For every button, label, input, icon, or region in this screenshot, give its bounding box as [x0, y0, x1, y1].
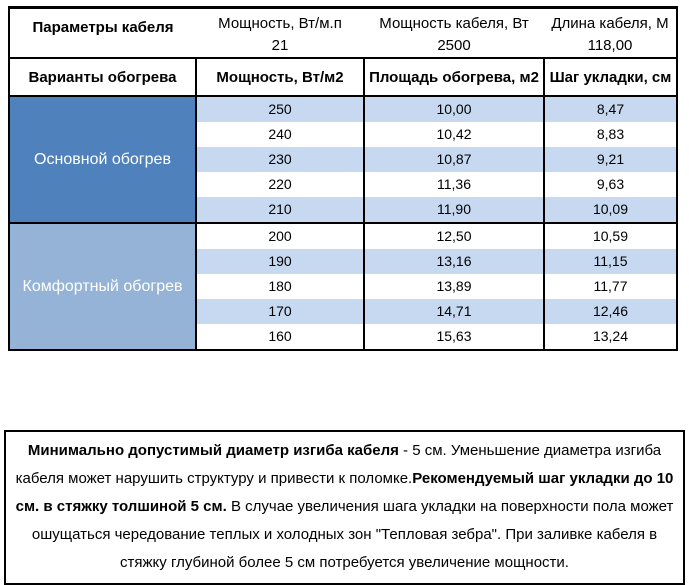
table-cell: 10,42 [363, 122, 545, 147]
table-row: 230 10,87 9,21 [9, 147, 678, 172]
heating-table-body: Основной обогрев 250 10,00 8,47 240 10,42 8,83… [8, 95, 678, 351]
column-header-variants: Варианты обогрева [8, 57, 197, 97]
table-cell: 9,63 [543, 172, 678, 197]
table-row: 210 11,90 10,09 [9, 197, 678, 223]
section-label: Комфортный обогрев [8, 222, 197, 351]
table-row: 240 10,42 8,83 [9, 122, 678, 147]
table-cell: 180 [195, 274, 365, 299]
table-cell: 13,24 [543, 324, 678, 350]
table-row: 180 13,89 11,77 [9, 274, 678, 299]
table-cell: 210 [195, 197, 365, 223]
table-cell: 190 [195, 249, 365, 274]
table-cell: 220 [195, 172, 365, 197]
table-cell: 13,89 [363, 274, 545, 299]
table-cell: 10,59 [543, 222, 678, 249]
table-cell: 160 [195, 324, 365, 350]
table-cell: 8,47 [543, 96, 678, 122]
table-cell: 12,50 [363, 222, 545, 249]
table-cell: 10,00 [363, 96, 545, 122]
param-label: Длина кабеля, М [551, 15, 669, 32]
table-row: 160 15,63 13,24 [9, 324, 678, 350]
table-row: Комфортный обогрев 200 12,50 10,59 [8, 222, 678, 351]
table-cell: 230 [195, 147, 365, 172]
table-cell: 11,15 [543, 249, 678, 274]
param-cable-length: Длина кабеля, М 118,00 [544, 7, 677, 59]
table-row: 170 14,71 12,46 [9, 299, 678, 324]
table-cell: 9,21 [543, 147, 678, 172]
note-segment: - 5 см. Уменьшение диаметра изгиба кабел… [15, 442, 662, 487]
table-cell: 11,90 [363, 197, 545, 223]
table-cell: 14,71 [363, 299, 545, 324]
table-cell: 8,83 [543, 122, 678, 147]
table-cell: 240 [195, 122, 365, 147]
table-cell: 200 [195, 222, 365, 249]
param-power-per-meter: Мощность, Вт/м.п 21 [196, 7, 364, 59]
column-header-area: Площадь обогрева, м2 [363, 57, 545, 97]
note-text: Минимально допустимый диаметр изгиба каб… [4, 430, 685, 585]
cable-params-title: Параметры кабеля [9, 7, 196, 59]
table-cell: 11,36 [363, 172, 545, 197]
table-row: 190 13,16 11,15 [9, 249, 678, 274]
column-header-power: Мощность, Вт/м2 [195, 57, 365, 97]
param-label: Мощность кабеля, Вт [379, 15, 529, 32]
cable-params-row: Параметры кабеля Мощность, Вт/м.п 21 Мощ… [9, 7, 677, 59]
table-cell: 13,16 [363, 249, 545, 274]
table-row: 220 11,36 9,63 [9, 172, 678, 197]
table-cell: 170 [195, 299, 365, 324]
table-cell: 11,77 [543, 274, 678, 299]
param-value: 21 [271, 37, 289, 54]
column-header-row: Варианты обогрева Мощность, Вт/м2 Площад… [8, 57, 678, 97]
param-value: 2500 [437, 37, 471, 54]
table-cell: 10,09 [543, 197, 678, 223]
param-value: 118,00 [587, 37, 633, 54]
note-segment-bold: Рекомендуемый шаг укладки до 10 см. в ст… [15, 470, 674, 515]
section-label: Основной обогрев [8, 95, 197, 224]
table-cell: 10,87 [363, 147, 545, 172]
note-segment-bold: Минимально допустимый диаметр изгиба каб… [27, 442, 399, 459]
heating-cable-table: Параметры кабеля Мощность, Вт/м.п 21 Мощ… [8, 6, 678, 351]
table-cell: 12,46 [543, 299, 678, 324]
table-cell: 250 [195, 96, 365, 122]
param-label: Мощность, Вт/м.п [218, 15, 342, 32]
table-row: Основной обогрев 250 10,00 8,47 [8, 95, 678, 224]
param-cable-power: Мощность кабеля, Вт 2500 [364, 7, 544, 59]
table-cell: 15,63 [363, 324, 545, 350]
column-header-step: Шаг укладки, см [543, 57, 678, 97]
